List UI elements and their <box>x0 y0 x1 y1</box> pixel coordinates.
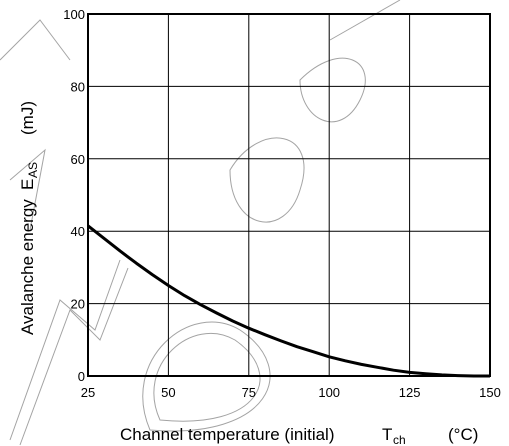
y-tick-label-40: 40 <box>71 224 85 239</box>
grid <box>88 14 490 376</box>
x-axis-unit: (°C) <box>448 425 478 444</box>
y-axis-symbol-sub: AS <box>26 162 40 178</box>
watermark <box>0 0 401 446</box>
y-axis-unit: (mJ) <box>18 101 37 135</box>
y-tick-label-60: 60 <box>71 152 85 167</box>
x-tick-label-125: 125 <box>399 385 421 400</box>
y-axis-title: Avalanche energy E AS (mJ) <box>18 101 40 335</box>
series-layer <box>87 224 490 378</box>
y-axis-symbol: E <box>18 179 37 190</box>
x-tick-label-50: 50 <box>161 385 175 400</box>
y-tick-label-0: 0 <box>78 369 85 384</box>
y-tick-label-80: 80 <box>71 79 85 94</box>
x-tick-label-25: 25 <box>81 385 95 400</box>
tick-labels: 25 50 75 100 125 150 0 20 40 60 80 100 <box>63 7 501 400</box>
series-line-0 <box>87 224 490 378</box>
x-tick-label-100: 100 <box>318 385 340 400</box>
x-tick-label-75: 75 <box>242 385 256 400</box>
y-tick-label-100: 100 <box>63 7 85 22</box>
plot-frame <box>87 13 491 377</box>
x-axis-symbol-sub: ch <box>393 433 406 446</box>
y-axis-label: Avalanche energy <box>18 199 37 335</box>
y-tick-label-20: 20 <box>71 297 85 312</box>
x-axis-label: Channel temperature (initial) <box>120 425 335 444</box>
x-tick-label-150: 150 <box>479 385 501 400</box>
x-axis-symbol: T <box>382 425 392 444</box>
